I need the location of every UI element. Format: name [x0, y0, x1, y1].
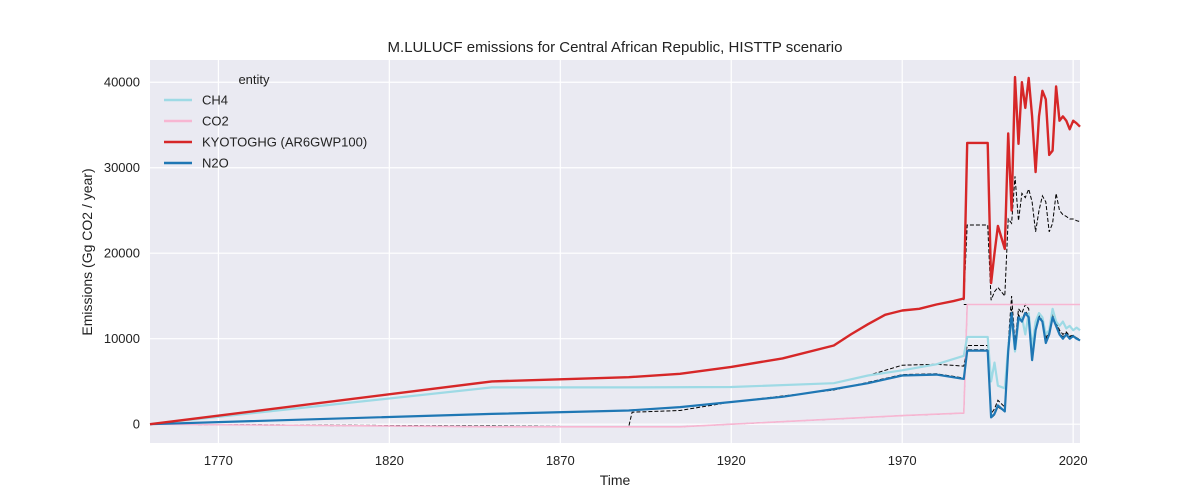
- reference-upper-line: [963, 176, 1081, 301]
- chart-title: M.LULUCF emissions for Central African R…: [388, 39, 843, 56]
- legend-entry: N2O: [202, 156, 229, 171]
- legend-entry: CO2: [202, 114, 229, 129]
- x-tick-label: 1770: [204, 453, 233, 468]
- series-line-kyotoghg: [149, 75, 1081, 426]
- x-tick-label: 2020: [1059, 453, 1088, 468]
- y-tick-label: 40000: [104, 75, 140, 90]
- series-lines: [149, 75, 1081, 428]
- legend-entry: KYOTOGHG (AR6GWP100): [202, 135, 367, 150]
- x-tick-label: 1970: [888, 453, 917, 468]
- series-line-n2o: [149, 312, 1081, 426]
- y-tick-label: 20000: [104, 246, 140, 261]
- x-tick-label: 1820: [375, 453, 404, 468]
- y-axis-label: Emissions (Gg CO2 / year): [79, 168, 95, 335]
- y-axis-ticks: 0 10000 20000 30000 40000: [104, 75, 140, 432]
- plot-background: [150, 60, 1080, 443]
- x-axis-ticks: 1770 1820 1870 1920 1970 2020: [204, 453, 1088, 468]
- y-tick-label: 10000: [104, 331, 140, 346]
- reference-mid-line: [149, 295, 1081, 425]
- legend: entity CH4 CO2 KYOTOGHG (AR6GWP100) N2O: [164, 72, 367, 171]
- x-tick-label: 1870: [546, 453, 575, 468]
- x-axis-label: Time: [600, 472, 631, 488]
- x-tick-label: 1920: [717, 453, 746, 468]
- legend-entry: CH4: [202, 93, 228, 108]
- legend-title: entity: [238, 72, 270, 87]
- y-tick-label: 0: [133, 417, 140, 432]
- y-tick-label: 30000: [104, 160, 140, 175]
